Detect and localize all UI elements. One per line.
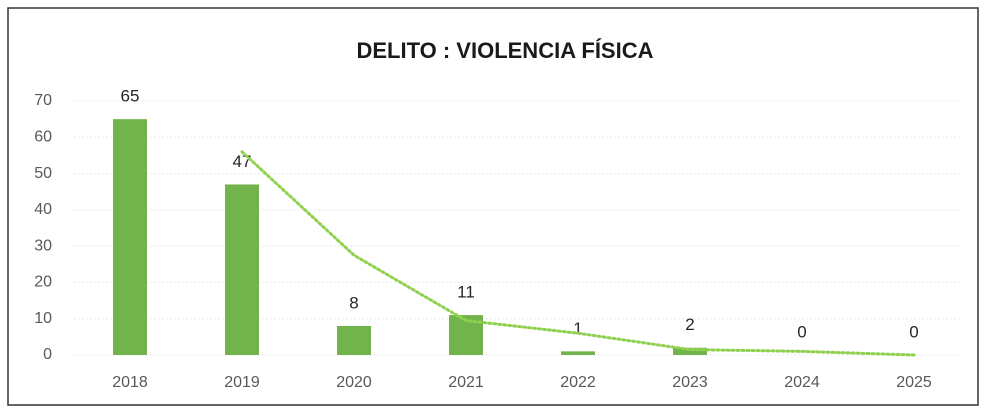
trend-line: [240, 150, 916, 357]
chart-border: [7, 7, 979, 406]
x-tick-label: 2024: [784, 374, 820, 391]
y-tick-label: 50: [34, 165, 52, 182]
bar: [113, 119, 147, 356]
y-tick-label: 0: [43, 346, 52, 363]
bar: [561, 351, 595, 355]
value-label: 0: [797, 322, 806, 341]
x-tick-label: 2022: [560, 374, 596, 391]
y-tick-label: 20: [34, 274, 52, 291]
value-label: 2: [685, 315, 694, 334]
y-tick-label: 40: [34, 201, 52, 218]
value-label: 11: [457, 283, 475, 302]
x-tick-label: 2018: [112, 374, 148, 391]
x-tick-label: 2025: [896, 374, 932, 391]
y-tick-label: 60: [34, 129, 52, 146]
x-tick-label: 2021: [448, 374, 484, 391]
value-label: 1: [573, 319, 582, 338]
y-tick-label: 30: [34, 237, 52, 254]
x-tick-label: 2020: [336, 374, 372, 391]
y-tick-label: 70: [34, 92, 52, 109]
value-label: 47: [233, 152, 252, 171]
bar: [337, 325, 371, 355]
value-label: 0: [909, 322, 918, 341]
chart-title: DELITO : VIOLENCIA FÍSICA: [356, 38, 653, 63]
bar: [673, 347, 707, 355]
value-label: 8: [349, 293, 358, 312]
value-label: 65: [121, 87, 140, 106]
bar: [225, 184, 259, 355]
x-tick-label: 2023: [672, 374, 708, 391]
y-tick-label: 10: [34, 310, 52, 327]
x-tick-label: 2019: [224, 374, 260, 391]
